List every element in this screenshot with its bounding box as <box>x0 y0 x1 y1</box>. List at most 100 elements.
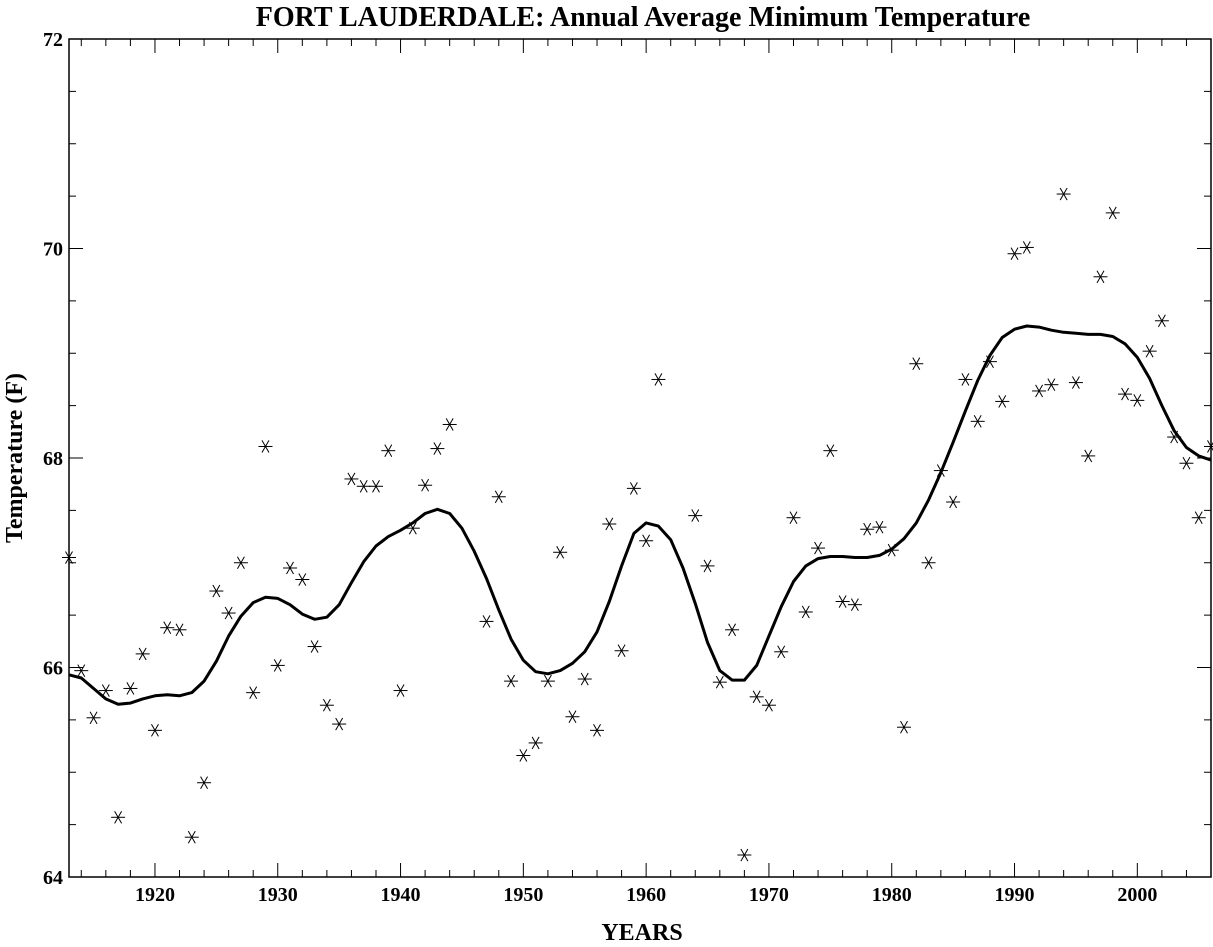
observation-point <box>1154 314 1169 328</box>
observation-point <box>700 559 715 573</box>
observation-point <box>872 520 887 534</box>
observation-point <box>319 698 334 712</box>
observation-point <box>737 848 752 862</box>
observation-point <box>1068 376 1083 389</box>
observation-point <box>921 556 936 570</box>
y-tick-label: 72 <box>43 29 63 51</box>
observation-point <box>86 711 101 725</box>
observation-point <box>221 606 236 620</box>
observation-point <box>1007 247 1022 261</box>
observation-point <box>135 647 150 661</box>
observation-point <box>418 478 433 492</box>
observation-point <box>504 674 519 688</box>
observation-point <box>1081 449 1096 463</box>
observation-point <box>123 682 138 695</box>
observation-point <box>1105 206 1120 220</box>
x-tick-label: 1930 <box>258 884 298 906</box>
observation-point <box>835 595 850 608</box>
observation-point <box>1019 241 1034 254</box>
observation-point <box>381 444 396 457</box>
chart-title: FORT LAUDERDALE: Annual Average Minimum … <box>256 2 1031 33</box>
observation-point <box>479 615 494 628</box>
observation-point <box>946 495 961 509</box>
x-tick-label: 2000 <box>1117 884 1157 906</box>
observation-point <box>1118 387 1133 401</box>
observation-point <box>111 810 126 824</box>
plot-frame <box>68 38 1212 878</box>
observation-point <box>356 479 371 493</box>
observation-point <box>516 749 531 762</box>
observation-point <box>798 605 813 619</box>
observation-point <box>1142 344 1157 358</box>
observation-point <box>430 442 445 455</box>
observation-point <box>258 440 273 453</box>
observation-point <box>74 664 89 677</box>
observation-point <box>749 690 764 704</box>
x-axis-label: YEARS <box>601 920 682 946</box>
x-tick-label: 1980 <box>872 884 912 906</box>
observation-point <box>1044 378 1059 391</box>
observation-point <box>651 373 666 386</box>
observation-point <box>786 511 801 525</box>
observation-point <box>897 720 912 734</box>
y-tick-label: 68 <box>43 448 63 470</box>
observation-point <box>442 418 457 431</box>
observation-point <box>344 472 359 486</box>
observation-point <box>712 675 727 689</box>
observation-point <box>688 509 703 522</box>
observation-point <box>602 517 617 531</box>
observation-point <box>209 584 224 598</box>
observation-point <box>823 444 838 457</box>
observation-point <box>368 479 383 493</box>
observation-point <box>332 717 347 731</box>
x-tick-label: 1940 <box>381 884 421 906</box>
observation-point <box>1093 270 1108 284</box>
observation-point <box>172 623 187 637</box>
x-tick-label: 1950 <box>503 884 543 906</box>
observation-point <box>147 724 162 737</box>
observation-point <box>307 640 322 653</box>
observation-point <box>958 373 973 386</box>
observation-point <box>246 686 261 699</box>
observation-point <box>1191 511 1206 525</box>
observation-point <box>270 659 285 672</box>
observation-point <box>811 541 826 555</box>
observation-point <box>590 724 605 737</box>
observation-point <box>197 776 212 790</box>
observation-point <box>761 698 776 712</box>
observation-point <box>614 644 629 658</box>
observation-point <box>393 684 408 697</box>
y-tick-label: 70 <box>43 239 63 261</box>
observation-point <box>725 623 740 637</box>
observation-point <box>160 621 175 635</box>
observation-point <box>860 522 875 536</box>
y-axis-label: Temperature (F) <box>2 373 28 543</box>
observation-point <box>1179 456 1194 470</box>
observation-point <box>577 672 592 686</box>
observation-point <box>565 710 580 724</box>
smoothed-trend-line <box>68 324 1212 706</box>
observation-point <box>639 534 654 548</box>
observation-point <box>184 830 199 844</box>
observation-point <box>626 482 641 495</box>
observation-point <box>995 395 1010 408</box>
observation-point <box>970 415 985 428</box>
observation-point <box>909 357 924 371</box>
axis-tick-labels: 1920 1930 1940 1950 1960 1970 1980 1990 2000 64 66… <box>43 29 1157 906</box>
observation-point <box>847 598 862 611</box>
observation-point <box>491 490 506 504</box>
observation-point <box>295 573 310 586</box>
observation-point <box>1032 384 1047 398</box>
observation-point <box>774 645 789 659</box>
axis-ticks <box>69 38 1212 878</box>
y-tick-label: 64 <box>43 867 63 889</box>
x-tick-label: 1970 <box>749 884 789 906</box>
x-tick-label: 1960 <box>626 884 666 906</box>
observation-point <box>98 684 113 697</box>
observation-point <box>1130 394 1145 407</box>
observation-point <box>540 674 555 688</box>
observation-points <box>62 187 1213 862</box>
y-tick-label: 66 <box>43 658 63 680</box>
observation-point <box>1056 187 1071 201</box>
